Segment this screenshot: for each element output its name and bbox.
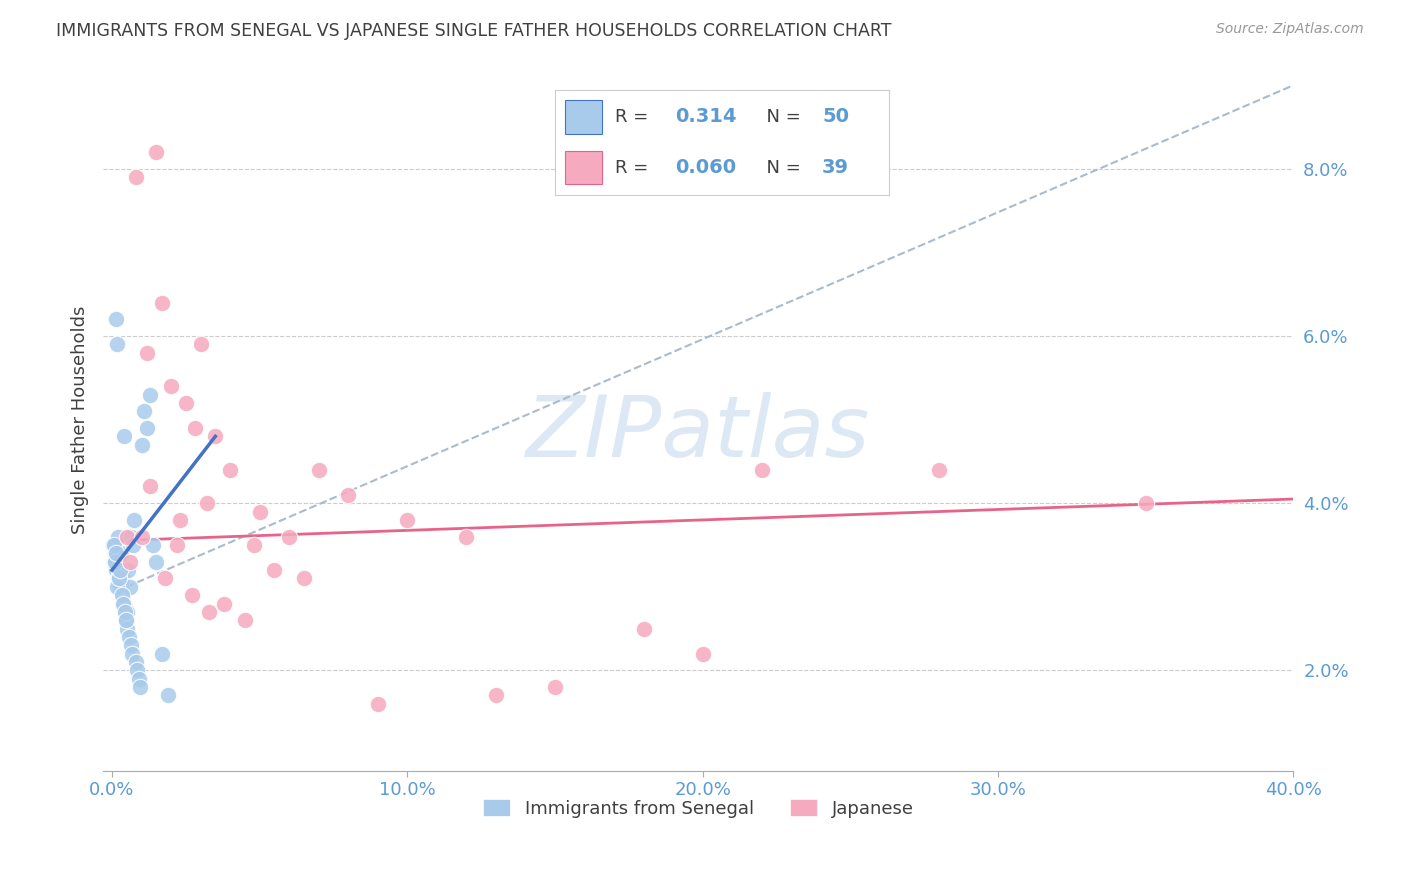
Point [180,588,202,602]
Point [544,680,567,694]
Point [115,605,138,619]
Point [292,571,315,585]
Point [139,387,162,401]
Point [142,538,165,552]
Point [928,463,950,477]
Point [118,555,141,569]
Point [219,463,242,477]
Point [145,145,167,160]
Point [114,605,136,619]
Point [212,597,235,611]
Point [129,680,152,694]
Point [367,697,389,711]
Point [136,421,159,435]
Point [1135,496,1157,510]
Point [485,689,508,703]
Point [104,555,127,569]
Point [131,438,153,452]
Point [134,404,156,418]
Point [115,530,138,544]
Point [150,647,173,661]
Text: Source: ZipAtlas.com: Source: ZipAtlas.com [1216,22,1364,37]
Point [120,530,142,544]
Point [131,530,153,544]
Point [150,295,173,310]
Point [121,647,143,661]
Point [308,463,330,477]
Point [104,563,127,577]
Point [107,571,129,585]
Point [108,563,131,577]
Point [124,655,146,669]
Point [157,689,180,703]
Legend: Immigrants from Senegal, Japanese: Immigrants from Senegal, Japanese [477,792,921,825]
Point [120,638,142,652]
Point [105,580,128,594]
Point [111,588,134,602]
Point [105,312,128,326]
Point [115,613,138,627]
Point [139,479,162,493]
Point [110,546,132,560]
Point [124,170,146,185]
Point [121,538,143,552]
Y-axis label: Single Father Households: Single Father Households [72,305,89,533]
Point [108,563,131,577]
Point [190,337,212,351]
Point [112,429,135,443]
Point [103,538,125,552]
Point [118,580,141,594]
Point [112,588,135,602]
Point [204,429,226,443]
Point [103,555,125,569]
Point [117,563,139,577]
Point [233,613,256,627]
Point [456,530,478,544]
Point [122,513,145,527]
Point [183,421,205,435]
Point [153,571,176,585]
Point [111,571,134,585]
Point [692,647,714,661]
Point [104,546,127,560]
Point [103,538,125,552]
Point [114,605,136,619]
Point [242,538,264,552]
Point [337,488,360,502]
Point [128,672,150,686]
Point [117,622,139,636]
Point [751,463,773,477]
Point [174,396,197,410]
Text: IMMIGRANTS FROM SENEGAL VS JAPANESE SINGLE FATHER HOUSEHOLDS CORRELATION CHART: IMMIGRANTS FROM SENEGAL VS JAPANESE SING… [56,22,891,40]
Point [169,513,191,527]
Point [249,504,271,518]
Point [105,337,128,351]
Point [396,513,419,527]
Text: ZIPatlas: ZIPatlas [526,392,870,475]
Point [115,613,138,627]
Point [118,630,141,644]
Point [160,379,183,393]
Point [278,530,301,544]
Point [104,546,127,560]
Point [111,597,134,611]
Point [198,605,221,619]
Point [107,571,129,585]
Point [145,555,167,569]
Point [110,580,132,594]
Point [195,496,218,510]
Point [107,530,129,544]
Point [633,622,655,636]
Point [112,597,135,611]
Point [263,563,285,577]
Point [166,538,188,552]
Point [127,664,149,678]
Point [136,345,159,359]
Point [110,580,132,594]
